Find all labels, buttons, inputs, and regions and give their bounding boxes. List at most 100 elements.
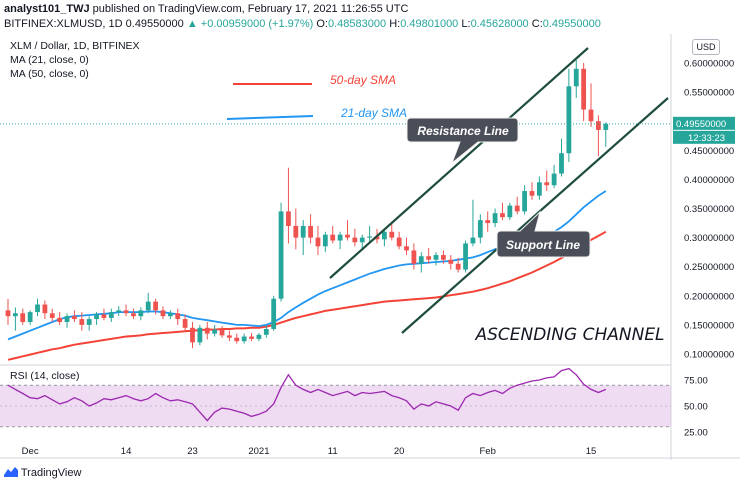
change-value: ▲ +0.00959000 (+1.97%) bbox=[186, 18, 314, 30]
candle bbox=[485, 211, 491, 232]
y-tick-label: 0.15000000 bbox=[684, 320, 734, 331]
countdown-badge-value: 12:33:23 bbox=[688, 133, 725, 144]
candle-body bbox=[49, 313, 55, 318]
countdown-badge bbox=[673, 130, 735, 144]
high-value: 0.49801000 bbox=[400, 18, 459, 30]
candle bbox=[42, 300, 48, 320]
candle-body bbox=[271, 298, 277, 329]
candle-body bbox=[507, 205, 513, 218]
candle-body bbox=[27, 312, 33, 322]
candle-body bbox=[241, 336, 247, 342]
candle bbox=[27, 310, 33, 325]
candle bbox=[544, 170, 550, 192]
candle-body bbox=[536, 182, 542, 196]
candle bbox=[396, 231, 402, 250]
candle bbox=[160, 306, 166, 320]
candle bbox=[381, 228, 387, 247]
candle-body bbox=[485, 220, 491, 224]
candle bbox=[256, 333, 262, 342]
publish-info: published on TradingView.com, February 1… bbox=[92, 3, 409, 15]
rsi-tick-label: 50.00 bbox=[684, 402, 708, 413]
legend-title[interactable]: XLM / Dollar, 1D, BITFINEX bbox=[10, 40, 140, 52]
candle-body bbox=[367, 236, 373, 238]
candle-body bbox=[559, 153, 564, 174]
candle-body bbox=[286, 211, 291, 226]
candle bbox=[337, 231, 343, 250]
resistance-callout bbox=[406, 117, 519, 165]
candle bbox=[507, 202, 513, 221]
candle-body bbox=[278, 211, 284, 299]
candle-body bbox=[20, 313, 26, 322]
candle-body bbox=[566, 86, 572, 154]
open-value: 0.48583000 bbox=[328, 18, 387, 30]
rsi-tick-label: 25.00 bbox=[684, 428, 708, 439]
candle bbox=[94, 312, 99, 325]
candle-body bbox=[330, 234, 336, 241]
candle-body bbox=[492, 213, 498, 224]
candle-body bbox=[190, 327, 195, 343]
x-tick-label: Dec bbox=[22, 446, 39, 457]
candle bbox=[529, 182, 535, 200]
candle bbox=[418, 252, 424, 273]
close-value: 0.49550000 bbox=[542, 18, 601, 30]
candle-body bbox=[79, 319, 85, 325]
candle bbox=[536, 176, 542, 200]
candle bbox=[581, 63, 587, 122]
support-callout-label: Support Line bbox=[506, 238, 580, 252]
y-tick-label: 0.35000000 bbox=[684, 204, 734, 215]
candle-body bbox=[94, 314, 99, 320]
candle-body bbox=[227, 335, 232, 338]
candle bbox=[389, 223, 395, 241]
candle bbox=[448, 255, 454, 270]
candle-body bbox=[57, 317, 63, 322]
publisher-name[interactable]: analyst101_TWJ bbox=[4, 3, 90, 15]
candle-body bbox=[588, 109, 594, 122]
candle bbox=[86, 316, 92, 331]
candle-body bbox=[426, 256, 432, 260]
high-label: H: bbox=[389, 18, 401, 30]
candle-body bbox=[352, 237, 358, 243]
footer-brand[interactable]: TradingView bbox=[20, 467, 82, 479]
candle-body bbox=[433, 255, 439, 260]
candle-body bbox=[35, 304, 40, 313]
y-tick-label: 0.60000000 bbox=[684, 59, 734, 70]
candle bbox=[463, 240, 468, 273]
candle bbox=[330, 225, 336, 244]
candle bbox=[426, 248, 432, 264]
candle-body bbox=[256, 334, 262, 339]
currency-button[interactable]: USD bbox=[692, 39, 720, 55]
close-label: C: bbox=[531, 18, 543, 30]
legend-ma50[interactable]: MA (50, close, 0) bbox=[10, 68, 89, 80]
y-tick-label: 0.10000000 bbox=[684, 350, 734, 361]
candle bbox=[234, 333, 240, 344]
candle bbox=[300, 220, 306, 256]
last-price-badge-value: 0.49550000 bbox=[676, 119, 726, 130]
candle-body bbox=[381, 231, 387, 240]
candle-body bbox=[212, 329, 218, 334]
candle bbox=[315, 225, 321, 256]
candle bbox=[522, 185, 527, 215]
legend-ma21[interactable]: MA (21, close, 0) bbox=[10, 54, 89, 66]
candle-body bbox=[204, 327, 210, 334]
low-value: 0.45628000 bbox=[470, 18, 529, 30]
support-channel-line bbox=[401, 97, 669, 334]
footer: TradingView bbox=[4, 466, 81, 479]
candle-body bbox=[448, 259, 454, 264]
candle-body bbox=[463, 243, 468, 270]
tradingview-logo-icon bbox=[4, 467, 18, 477]
chart-legend: XLM / Dollar, 1D, BITFINEX MA (21, close… bbox=[10, 40, 140, 80]
x-tick-label: Feb bbox=[480, 446, 496, 457]
candle bbox=[411, 243, 417, 270]
candle-body bbox=[529, 191, 535, 196]
x-tick-label: 20 bbox=[394, 446, 405, 457]
candle bbox=[367, 225, 373, 243]
candle-body bbox=[145, 301, 151, 311]
candle bbox=[138, 307, 144, 321]
candle bbox=[197, 324, 203, 346]
candle bbox=[559, 138, 564, 177]
candle-body bbox=[477, 220, 483, 238]
candle bbox=[433, 252, 439, 266]
candle bbox=[293, 208, 299, 250]
ascending-channel-label: ASCENDING CHANNEL bbox=[474, 325, 664, 345]
